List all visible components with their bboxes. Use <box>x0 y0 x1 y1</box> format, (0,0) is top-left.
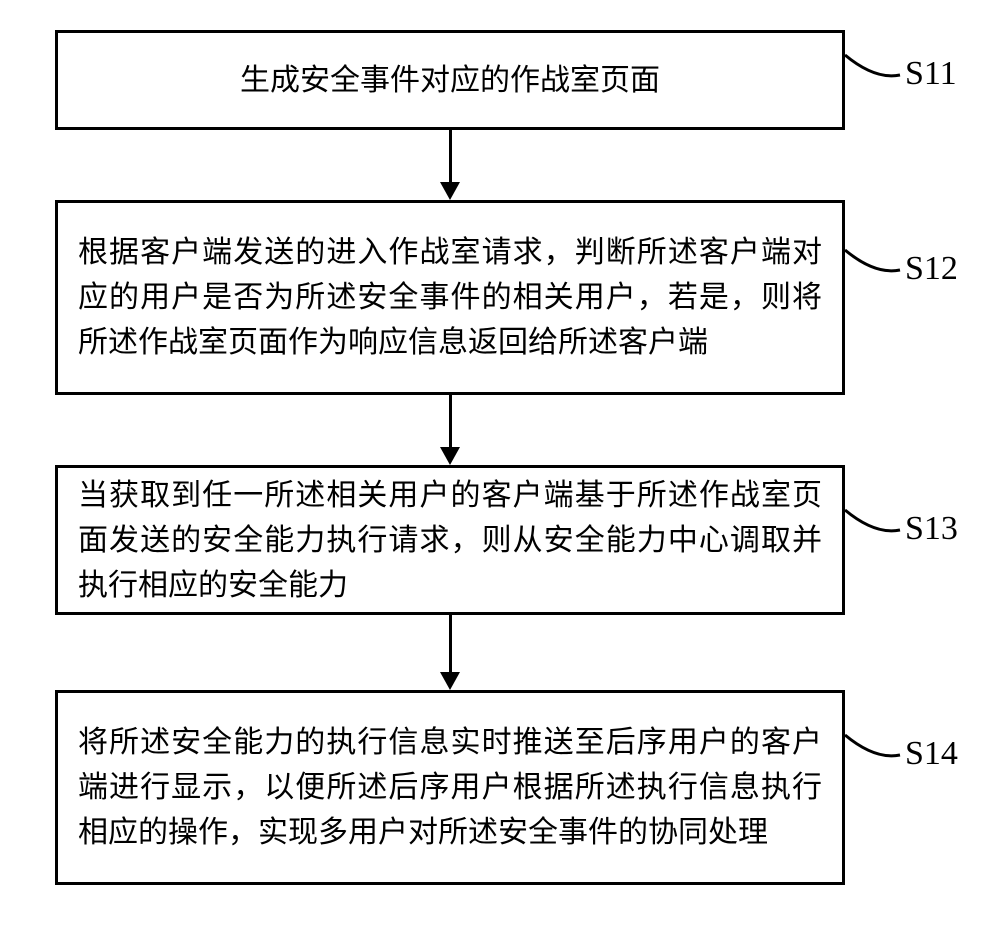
step-box-s11: 生成安全事件对应的作战室页面 <box>55 30 845 130</box>
step-box-s13: 当获取到任一所述相关用户的客户端基于所述作战室页面发送的安全能力执行请求，则从安… <box>55 465 845 615</box>
step-box-s12: 根据客户端发送的进入作战室请求，判断所述客户端对应的用户是否为所述安全事件的相关… <box>55 200 845 395</box>
flowchart-canvas: 生成安全事件对应的作战室页面 根据客户端发送的进入作战室请求，判断所述客户端对应… <box>0 0 1000 945</box>
connector-s12 <box>840 245 935 305</box>
connector-s11 <box>840 50 935 110</box>
step-text-s11: 生成安全事件对应的作战室页面 <box>78 58 822 103</box>
step-text-s14: 将所述安全能力的执行信息实时推送至后序用户的客户端进行显示，以便所述后序用户根据… <box>78 720 822 855</box>
step-text-s13: 当获取到任一所述相关用户的客户端基于所述作战室页面发送的安全能力执行请求，则从安… <box>78 473 822 608</box>
step-box-s14: 将所述安全能力的执行信息实时推送至后序用户的客户端进行显示，以便所述后序用户根据… <box>55 690 845 885</box>
connector-s14 <box>840 730 935 790</box>
connector-s13 <box>840 505 935 565</box>
step-text-s12: 根据客户端发送的进入作战室请求，判断所述客户端对应的用户是否为所述安全事件的相关… <box>78 230 822 365</box>
